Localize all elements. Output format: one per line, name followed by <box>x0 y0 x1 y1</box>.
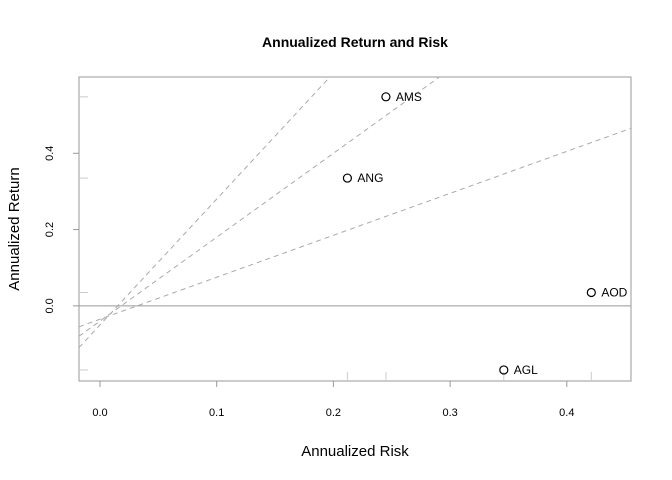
x-tick-label: 0.3 <box>442 407 457 419</box>
point-agl <box>499 365 509 375</box>
reference-line-2 <box>79 77 441 337</box>
point-label-ang: ANG <box>357 171 383 185</box>
reference-lines <box>79 77 631 348</box>
reference-line-3 <box>79 77 331 348</box>
data-points: AMS ANG AOD AGL <box>342 90 628 377</box>
point-label-aod: AOD <box>601 286 627 300</box>
point-label-agl: AGL <box>514 363 538 377</box>
x-axis: 0.0 0.1 0.2 0.3 0.4 <box>92 381 574 419</box>
y-tick-label: 0.0 <box>44 298 56 313</box>
y-axis-label: Annualized Return <box>6 167 23 290</box>
point-label-ams: AMS <box>396 90 422 104</box>
y-axis: 0.0 0.2 0.4 <box>44 146 79 314</box>
x-tick-label: 0.2 <box>326 407 341 419</box>
reference-line-1 <box>79 127 631 328</box>
point-ams <box>381 92 391 102</box>
x-axis-label: Annualized Risk <box>301 443 409 460</box>
y-tick-label: 0.2 <box>44 222 56 237</box>
y-tick-label: 0.4 <box>44 146 56 161</box>
rug-marks <box>79 96 592 381</box>
x-tick-label: 0.4 <box>559 407 574 419</box>
chart-title: Annualized Return and Risk <box>262 34 448 50</box>
point-aod <box>586 287 596 298</box>
x-tick-label: 0.0 <box>92 407 107 419</box>
plot-frame <box>78 76 632 382</box>
point-ang <box>342 173 353 183</box>
x-tick-label: 0.1 <box>209 407 224 419</box>
